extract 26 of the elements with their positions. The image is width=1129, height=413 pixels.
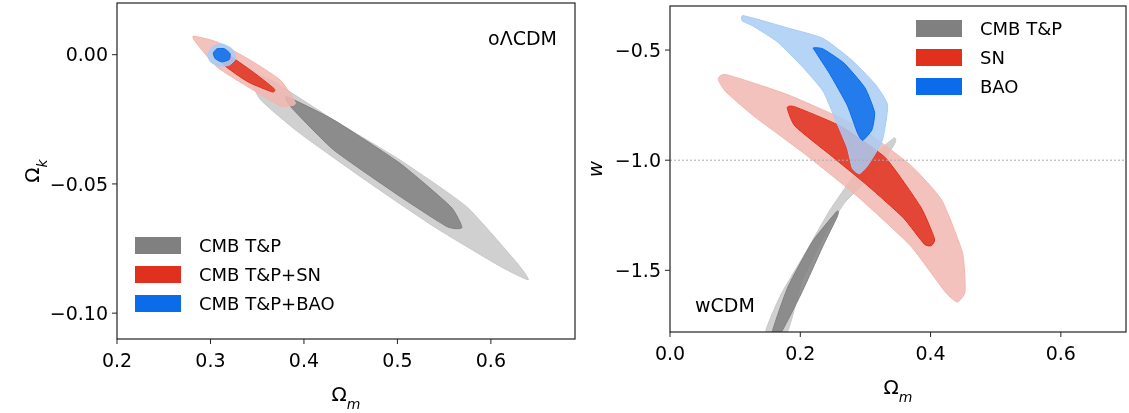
x-axis-title: Ω$_{m}$ (883, 375, 913, 405)
legend-label: SN (980, 47, 1005, 68)
legend-label: BAO (980, 76, 1019, 97)
y-tick-label: −0.10 (49, 301, 108, 324)
legend-label: CMB T&P (199, 235, 282, 256)
annotation: oΛCDM (488, 27, 557, 49)
x-tick-label: 0.6 (475, 349, 506, 371)
x-tick-label: 0.2 (785, 342, 816, 364)
x-tick-label: 0.5 (382, 349, 413, 371)
legend-label: CMB T&P+BAO (199, 293, 335, 314)
y-tick-label: 0.00 (65, 43, 108, 66)
legend-label: CMB T&P (980, 18, 1063, 39)
x-tick-label: 0.2 (101, 349, 133, 371)
annotation: wCDM (695, 294, 755, 316)
x-tick-label: 0.0 (654, 342, 686, 364)
x-axis-title: Ω$_{m}$ (331, 382, 361, 412)
x-tick-label: 0.4 (915, 342, 946, 364)
y-tick-label: −1.5 (614, 258, 661, 281)
y-axis-title: w (583, 160, 607, 178)
legend-label: CMB T&P+SN (199, 264, 322, 285)
x-tick-label: 0.3 (195, 349, 226, 371)
y-tick-label: −1.0 (614, 148, 661, 171)
x-tick-label: 0.6 (1045, 342, 1076, 364)
x-tick-label: 0.4 (288, 349, 320, 371)
y-tick-label: −0.5 (614, 38, 661, 61)
y-tick-label: −0.05 (49, 172, 108, 195)
